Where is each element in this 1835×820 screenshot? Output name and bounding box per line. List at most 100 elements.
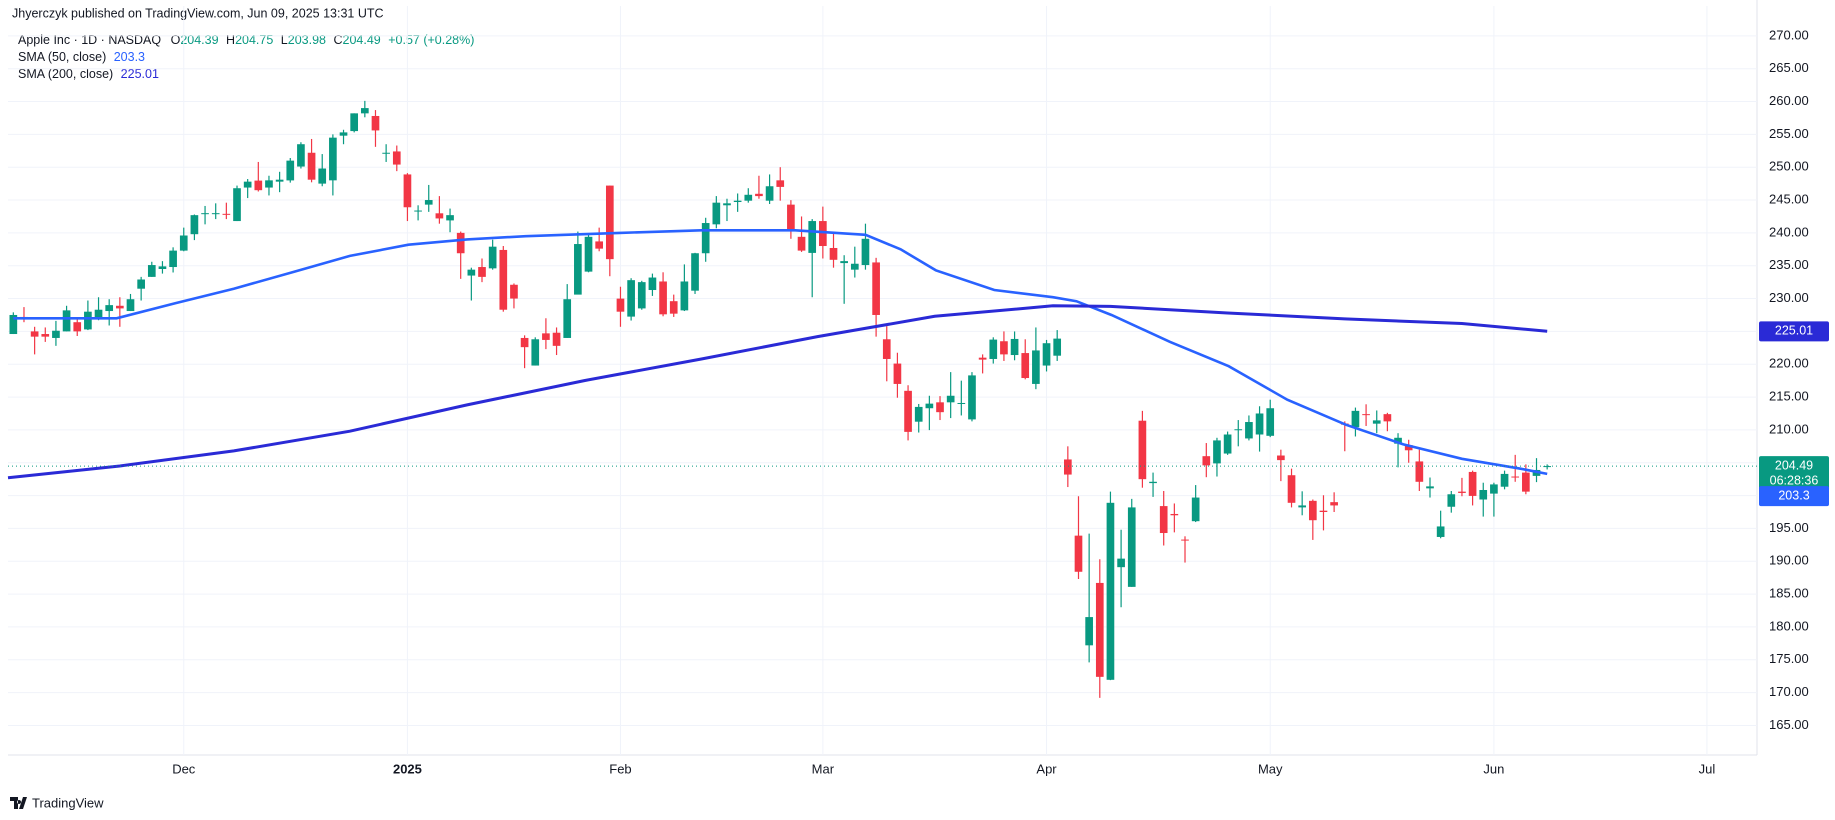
candle-body	[861, 238, 870, 266]
candle-body	[595, 241, 604, 249]
candle-body	[744, 194, 753, 201]
candle-body	[350, 113, 359, 132]
candle-body	[382, 152, 390, 154]
x-tick-label: Apr	[1036, 761, 1057, 776]
candle-body	[1149, 481, 1157, 484]
x-tick-label: Jun	[1483, 761, 1504, 776]
candle-body	[669, 301, 678, 314]
candle-body	[201, 213, 209, 215]
candle-body	[605, 185, 614, 260]
footer-logo	[10, 797, 27, 809]
candle-body	[1468, 471, 1477, 496]
candle-body	[765, 186, 774, 201]
candle-body	[989, 339, 998, 359]
candles	[9, 100, 1551, 698]
candle-body	[190, 215, 199, 235]
candle-body	[158, 266, 167, 269]
candle-body	[1426, 486, 1434, 489]
candle-body	[126, 299, 135, 312]
candle-body	[318, 168, 327, 184]
x-tick-label: Jul	[1699, 761, 1716, 776]
candle-body	[957, 402, 966, 404]
y-tick-label: 265.00	[1769, 60, 1809, 75]
candle-body	[62, 310, 71, 332]
price-badge-label: 06:28:36	[1770, 473, 1819, 487]
candle-body	[797, 236, 806, 251]
logo-icon	[10, 797, 27, 809]
candle-body	[1458, 491, 1466, 493]
candle-body	[403, 174, 412, 208]
candle-body	[1500, 473, 1509, 487]
candle-body	[574, 244, 582, 295]
candle-body	[169, 250, 177, 268]
candle-body	[1032, 350, 1040, 384]
candle-body	[1319, 510, 1328, 512]
legend-sma: SMA (200, close) 225.01	[18, 67, 159, 81]
candle-body	[1543, 466, 1551, 468]
candle-body	[1042, 343, 1051, 366]
candle-body	[360, 108, 369, 114]
sma-value: 225.01	[121, 67, 159, 81]
candle-body	[1266, 408, 1275, 436]
candle-body	[1447, 494, 1456, 507]
candle-body	[488, 246, 497, 269]
x-tick-label: May	[1258, 761, 1283, 776]
candle-body	[41, 334, 50, 337]
candle-body	[584, 236, 593, 272]
sma-line	[7, 304, 1548, 480]
candle-body	[531, 339, 540, 366]
candle-body	[179, 235, 188, 251]
candle-body	[286, 160, 295, 181]
y-tick-label: 195.00	[1769, 520, 1809, 535]
y-tick-label: 230.00	[1769, 290, 1809, 305]
candle-body	[1191, 497, 1200, 522]
ohlc-value: 204.75	[235, 33, 273, 47]
candle-body	[691, 253, 699, 291]
candle-body	[1436, 526, 1445, 537]
legend-main: Apple Inc · 1D · NASDAQ O204.39 H204.75 …	[18, 33, 474, 47]
y-tick-label: 210.00	[1769, 421, 1809, 436]
candle-body	[478, 267, 486, 277]
candle-body	[222, 213, 231, 215]
y-tick-label: 235.00	[1769, 257, 1809, 272]
candle-body	[1234, 429, 1243, 431]
candle-body	[73, 322, 82, 332]
candle-body	[840, 261, 848, 264]
price-badge	[1759, 486, 1829, 507]
price-badge-label: 204.49	[1775, 458, 1813, 472]
candle-body	[52, 330, 60, 338]
ohlc-value: 203.98	[288, 33, 326, 47]
ohlc-label: C	[333, 33, 342, 47]
y-tick-label: 260.00	[1769, 93, 1809, 108]
candle-body	[1372, 420, 1381, 424]
candle-body	[936, 402, 944, 413]
y-tick-label: 250.00	[1769, 159, 1809, 174]
candle-body	[819, 221, 827, 247]
candle-body	[446, 215, 454, 221]
candle-body	[510, 284, 518, 299]
candle-body	[872, 262, 880, 315]
candle-body	[105, 305, 114, 312]
sma-name: SMA (50, close)	[18, 50, 106, 64]
candle-body	[755, 193, 763, 197]
price-badge-label: 225.01	[1775, 324, 1813, 338]
candle-body	[1522, 472, 1530, 492]
candle-body	[1245, 422, 1253, 439]
candle-body	[1053, 338, 1062, 356]
symbol-title: Apple Inc · 1D · NASDAQ	[18, 33, 161, 47]
footer-brand: TradingView	[32, 795, 104, 810]
candle-body	[147, 265, 156, 277]
candle-body	[1213, 440, 1221, 464]
sma-value: 203.3	[114, 50, 145, 64]
candle-body	[1298, 505, 1307, 508]
candle-body	[946, 395, 955, 403]
y-tick-label: 220.00	[1769, 356, 1809, 371]
y-tick-label: 180.00	[1769, 618, 1809, 633]
candle-body	[94, 309, 103, 319]
candle-body	[1277, 455, 1285, 461]
candle-body	[1479, 489, 1488, 500]
candle-body	[275, 179, 284, 182]
candle-body	[1490, 484, 1498, 494]
candle-body	[1170, 513, 1179, 516]
